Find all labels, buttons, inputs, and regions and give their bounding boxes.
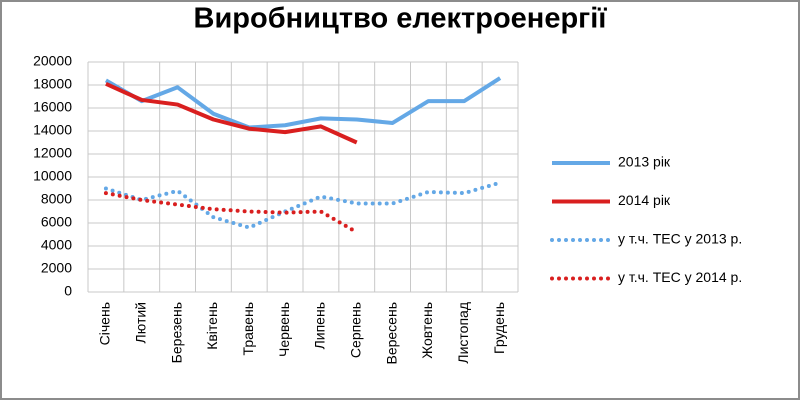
x-tick-label: Серпень <box>347 302 363 358</box>
x-tick-label: Червень <box>276 302 292 357</box>
chart-title: Виробництво електроенергії <box>194 3 608 35</box>
legend-label: у т.ч. ТЕС у 2013 р. <box>618 231 742 247</box>
x-tick-label: Квітень <box>204 302 220 350</box>
x-tick-label: Лютий <box>132 302 148 343</box>
legend-label: 2013 рік <box>618 154 671 170</box>
y-tick-label: 2000 <box>41 260 72 276</box>
y-tick-label: 4000 <box>41 237 72 253</box>
x-tick-label: Липень <box>312 302 328 349</box>
y-tick-label: 0 <box>64 283 72 299</box>
x-tick-label: Січень <box>97 302 113 345</box>
legend-label: 2014 рік <box>618 192 671 208</box>
x-tick-label: Травень <box>240 302 256 355</box>
y-tick-label: 8000 <box>41 191 72 207</box>
series-line <box>105 82 358 145</box>
y-tick-label: 12000 <box>33 145 72 161</box>
y-tick-label: 10000 <box>33 168 72 184</box>
x-tick-label: Жовтень <box>419 302 435 359</box>
series-line <box>103 191 359 235</box>
series-line <box>104 76 502 130</box>
y-tick-label: 20000 <box>33 53 72 69</box>
series-line <box>103 180 503 230</box>
y-tick-label: 6000 <box>41 214 72 230</box>
y-tick-label: 16000 <box>33 99 72 115</box>
x-tick-label: Грудень <box>491 302 507 354</box>
x-tick-label: Вересень <box>383 302 399 365</box>
y-tick-label: 14000 <box>33 122 72 138</box>
legend-label: у т.ч. ТЕС у 2014 р. <box>618 269 742 285</box>
y-tick-label: 18000 <box>33 76 72 92</box>
x-tick-label: Березень <box>168 302 184 363</box>
x-tick-label: Листопад <box>455 302 471 364</box>
